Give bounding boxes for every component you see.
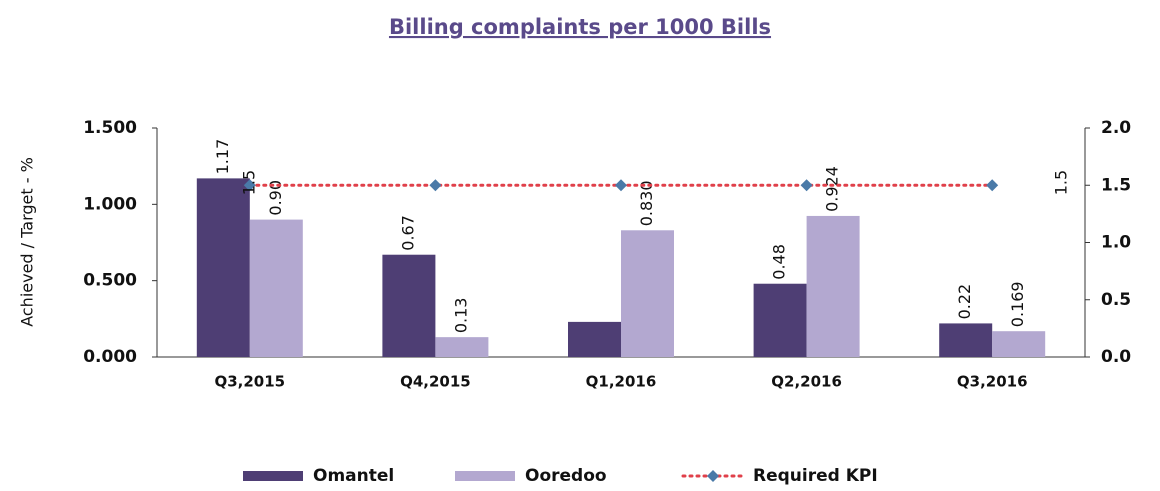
value-label: 1.5 (1052, 170, 1071, 195)
bar (753, 283, 807, 357)
value-label: 1.17 (213, 139, 232, 175)
y2-tick-label: 2.0 (1101, 118, 1131, 138)
value-label: 0.22 (955, 284, 974, 320)
y2-tick-label: 1.5 (1101, 175, 1131, 195)
bar (992, 331, 1046, 357)
value-label: 0.48 (770, 244, 789, 280)
x-tick-label: Q4,2015 (400, 373, 471, 391)
bar (196, 178, 250, 357)
y2-tick-label: 1.0 (1101, 233, 1131, 253)
legend-swatch (243, 471, 303, 481)
y-tick-label: 0.500 (83, 271, 137, 291)
legend-marker (707, 470, 719, 482)
bar (621, 230, 674, 357)
kpi-marker (800, 179, 813, 192)
value-label: 0.67 (398, 215, 417, 251)
y-tick-label: 1.000 (83, 194, 137, 214)
bar (939, 323, 993, 357)
legend-label: Required KPI (753, 466, 878, 486)
value-label: 0.90 (266, 180, 285, 216)
y-tick-label: 1.500 (83, 118, 137, 138)
bar (382, 254, 436, 357)
kpi-marker (615, 179, 627, 192)
value-label: 0.830 (637, 180, 656, 226)
x-tick-label: Q1,2016 (586, 373, 657, 391)
value-label: 0.924 (823, 166, 842, 212)
bar (249, 219, 303, 357)
kpi-marker (429, 179, 442, 192)
x-tick-label: Q3,2015 (214, 373, 285, 391)
kpi-marker (243, 179, 256, 192)
legend-label: Ooredoo (525, 466, 607, 486)
bar (568, 321, 621, 357)
legend-label: Omantel (313, 466, 394, 486)
value-label: 0.13 (451, 298, 470, 334)
value-label: 0.169 (1008, 281, 1027, 327)
kpi-marker (986, 179, 999, 192)
value-label: 1.5 (239, 170, 258, 195)
y-tick-label: 0.000 (83, 347, 137, 367)
bar (435, 337, 489, 357)
y-axis-label: Achieved / Target - % (18, 157, 37, 327)
chart-title: Billing complaints per 1000 Bills (389, 15, 771, 39)
x-tick-label: Q3,2016 (957, 373, 1028, 391)
y2-tick-label: 0.0 (1101, 347, 1131, 367)
bar (806, 215, 860, 357)
x-tick-label: Q2,2016 (771, 373, 842, 391)
legend-swatch (455, 471, 515, 481)
y2-tick-label: 0.5 (1101, 290, 1131, 310)
